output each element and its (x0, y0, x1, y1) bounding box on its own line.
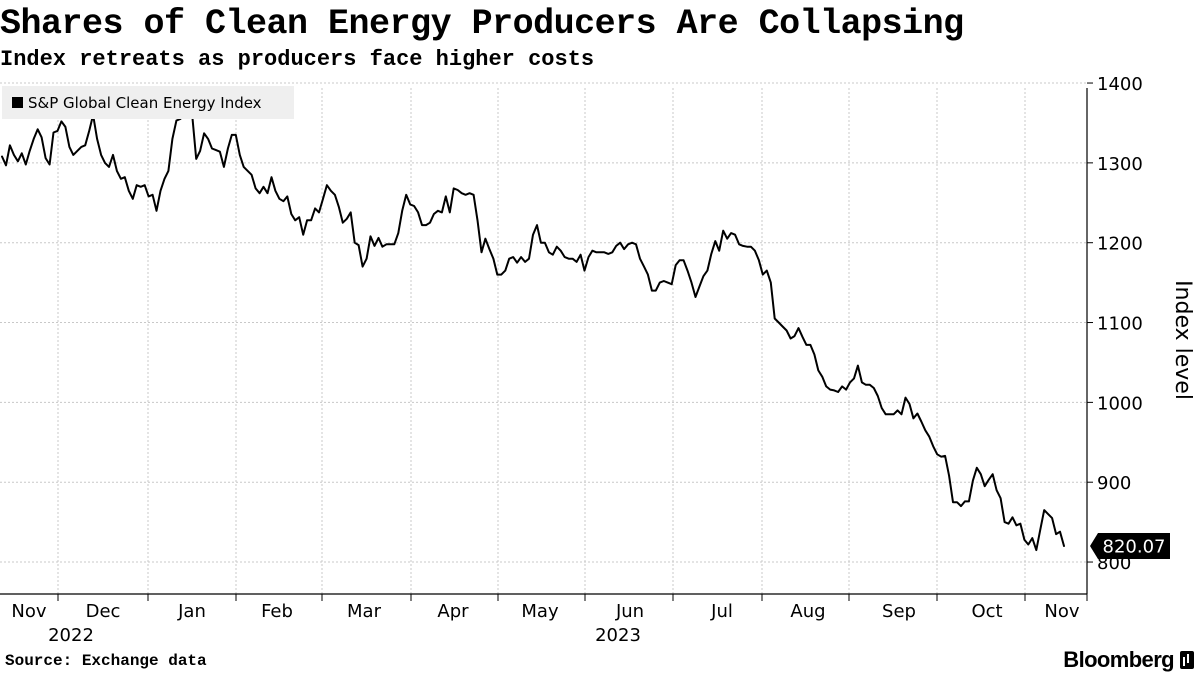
last-value-badge (1090, 533, 1170, 560)
x-tick-label: Dec (86, 601, 121, 622)
bloomberg-terminal-icon (1180, 651, 1194, 669)
brand: Bloomberg (1063, 648, 1194, 672)
series-layer (1, 108, 1065, 552)
x-tick-label: Mar (347, 601, 382, 622)
chart-subtitle: Index retreats as producers face higher … (0, 47, 595, 72)
legend-swatch (12, 97, 23, 108)
y-tick-label: 900 (1097, 473, 1131, 494)
y-tick-label: 1000 (1097, 393, 1143, 414)
x-tick-label: Apr (437, 601, 469, 622)
series-line-clean-energy-index (1, 108, 1065, 552)
y-tick-label: 1300 (1097, 154, 1143, 175)
x-tick-label: Oct (971, 601, 1002, 622)
x-year-label: 2022 (48, 625, 94, 646)
source-note: Source: Exchange data (5, 652, 207, 670)
y-axis-title: Index level (1170, 280, 1195, 400)
x-tick-label: Jan (177, 601, 206, 622)
grid-lines (0, 82, 1087, 594)
last-value-label: 820.07 (1103, 537, 1166, 558)
x-tick-label: Nov (11, 601, 46, 622)
x-tick-label: Jun (615, 601, 644, 622)
legend: S&P Global Clean Energy Index (2, 86, 294, 119)
y-tick-label: 1200 (1097, 234, 1143, 255)
chart-title: Shares of Clean Energy Producers Are Col… (0, 4, 964, 44)
x-tick-label: Jul (710, 601, 733, 622)
axis-ticks (0, 82, 1093, 601)
x-tick-label: Nov (1044, 601, 1079, 622)
y-tick-label: 1400 (1097, 74, 1143, 95)
x-tick-label: Aug (790, 601, 825, 622)
x-tick-label: May (521, 601, 559, 622)
x-tick-label: Sep (882, 601, 916, 622)
x-year-label: 2023 (595, 625, 641, 646)
legend-entry: S&P Global Clean Energy Index (28, 93, 262, 112)
y-tick-label: 1100 (1097, 314, 1143, 335)
brand-logo-text: Bloomberg (1063, 647, 1174, 672)
x-tick-label: Feb (261, 601, 293, 622)
